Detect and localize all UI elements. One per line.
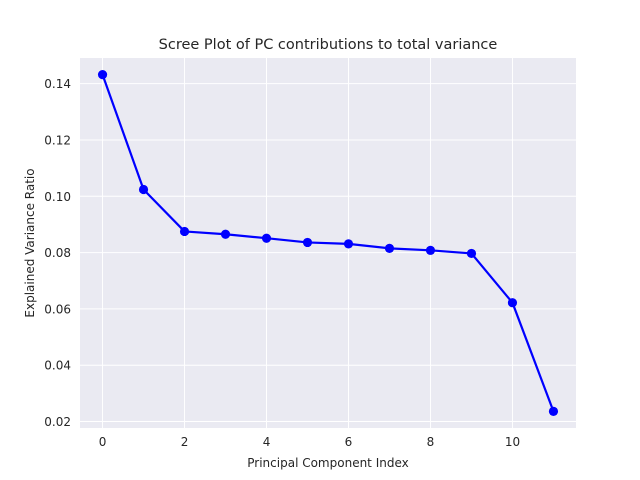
y-tick-label: 0.02 <box>44 415 71 429</box>
series-line <box>101 73 555 413</box>
data-point <box>425 245 436 255</box>
grid-lines <box>80 58 576 428</box>
data-points <box>97 70 559 416</box>
x-tick-label: 0 <box>99 435 107 449</box>
data-point <box>384 243 395 253</box>
data-point <box>97 70 108 80</box>
x-tick-label: 6 <box>345 435 353 449</box>
chart-title: Scree Plot of PC contributions to total … <box>159 37 498 53</box>
x-tick-label: 4 <box>263 435 271 449</box>
data-point <box>343 239 354 249</box>
y-tick-label: 0.10 <box>44 190 71 204</box>
y-tick-label: 0.04 <box>44 359 71 373</box>
y-tick-label: 0.06 <box>44 302 71 316</box>
y-tick-labels: 0.02 0.04 0.06 0.08 0.10 0.12 0.14 <box>44 77 71 429</box>
data-point <box>466 248 477 259</box>
x-tick-label: 10 <box>505 435 520 449</box>
data-point <box>507 298 518 308</box>
y-tick-label: 0.12 <box>44 133 71 147</box>
data-point <box>138 184 149 195</box>
x-axis-label: Principal Component Index <box>247 456 408 470</box>
y-tick-label: 0.14 <box>44 77 71 91</box>
x-tick-label: 8 <box>427 435 435 449</box>
data-point <box>179 226 190 237</box>
data-point <box>220 229 231 239</box>
y-axis-label: Explained Variance Ratio <box>23 168 37 317</box>
series-line-group <box>101 73 555 413</box>
data-point <box>548 406 559 416</box>
data-point <box>302 237 313 248</box>
x-tick-label: 2 <box>181 435 189 449</box>
y-tick-label: 0.08 <box>44 246 71 260</box>
data-point <box>261 233 272 243</box>
x-tick-labels: 0 2 4 6 8 10 <box>99 435 520 449</box>
